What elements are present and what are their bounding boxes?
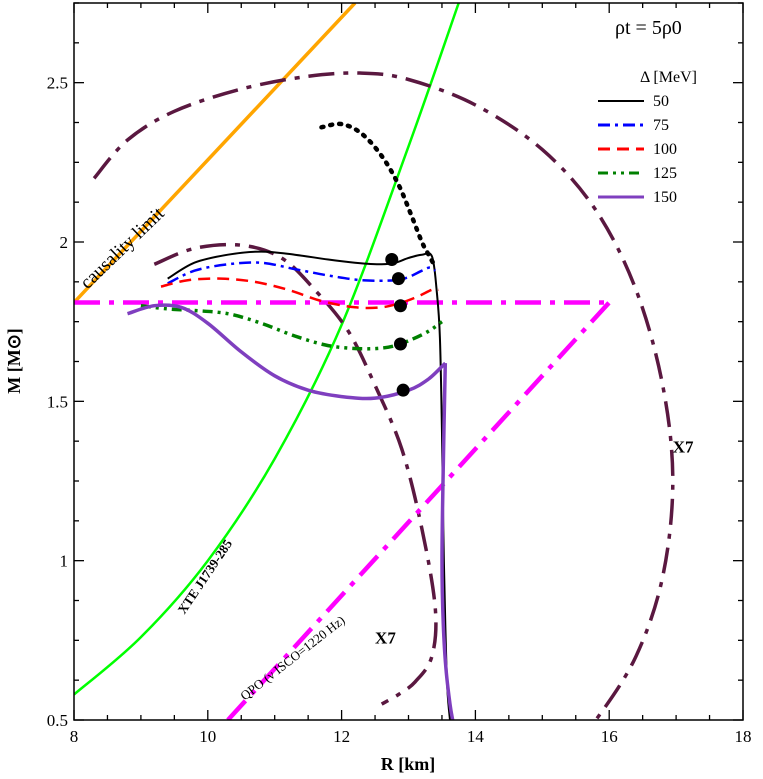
x-tick-label: 12 bbox=[333, 727, 350, 746]
series-line-150 bbox=[126, 303, 447, 401]
y-tick-label: 1 bbox=[60, 552, 69, 571]
marker-point-2 bbox=[391, 272, 405, 286]
annotation-x7: X7 bbox=[375, 629, 396, 648]
x-tick-label: 10 bbox=[199, 727, 216, 746]
legend-label-125: 125 bbox=[653, 165, 677, 182]
marker-point-1 bbox=[385, 253, 399, 267]
x-tick-label: 16 bbox=[601, 727, 618, 746]
series-line-75 bbox=[167, 261, 437, 285]
series-line-100 bbox=[160, 277, 439, 310]
legend-label-50: 50 bbox=[653, 93, 669, 110]
y-tick-label: 0.5 bbox=[47, 711, 68, 730]
series-line-50-unstable bbox=[319, 121, 437, 267]
annotation-causality-limit: causality limit bbox=[76, 203, 169, 294]
series-line-qpo bbox=[226, 300, 611, 720]
series-line-150-descent bbox=[440, 363, 455, 720]
annotation-xte-j1739-285: XTE J1739-285 bbox=[174, 536, 235, 616]
series-line-causality-limit bbox=[74, 3, 357, 304]
legend: Δ [MeV] 50 75 100 125 150 bbox=[598, 69, 697, 206]
annotation-qpo-isco-1220-hz: QPO (ν ISCO=1220 Hz) bbox=[237, 612, 347, 703]
x-axis-title: R [km] bbox=[381, 754, 436, 774]
series-layer bbox=[74, 3, 675, 720]
x-tick-label: 14 bbox=[467, 727, 485, 746]
corner-label: ρt = 5ρ0 bbox=[615, 17, 682, 39]
y-tick-label: 1.5 bbox=[47, 392, 68, 411]
marker-point-4 bbox=[393, 337, 407, 351]
legend-label-150: 150 bbox=[653, 189, 677, 206]
legend-label-75: 75 bbox=[653, 117, 669, 134]
series-line-x7-large bbox=[92, 71, 675, 720]
tick-layer: 8 10 12 14 16 18 0.5 1 1.5 2 2.5 bbox=[47, 2, 752, 746]
marker-layer bbox=[385, 253, 410, 397]
y-tick-label: 2 bbox=[60, 233, 69, 252]
x-tick-label: 8 bbox=[70, 727, 79, 746]
legend-entries: 50 75 100 125 150 bbox=[598, 93, 677, 206]
series-line-x7-small bbox=[153, 242, 438, 706]
x-tick-label: 18 bbox=[735, 727, 752, 746]
legend-title: Δ [MeV] bbox=[640, 69, 697, 86]
y-tick-label: 2.5 bbox=[47, 74, 68, 93]
legend-label-100: 100 bbox=[653, 141, 677, 158]
series-line-xte-j1739-285 bbox=[74, 3, 460, 696]
annotation-x7: X7 bbox=[673, 437, 694, 456]
y-axis-title: M [M⊙] bbox=[4, 328, 24, 394]
marker-point-5 bbox=[396, 383, 410, 397]
marker-point-3 bbox=[393, 299, 407, 313]
